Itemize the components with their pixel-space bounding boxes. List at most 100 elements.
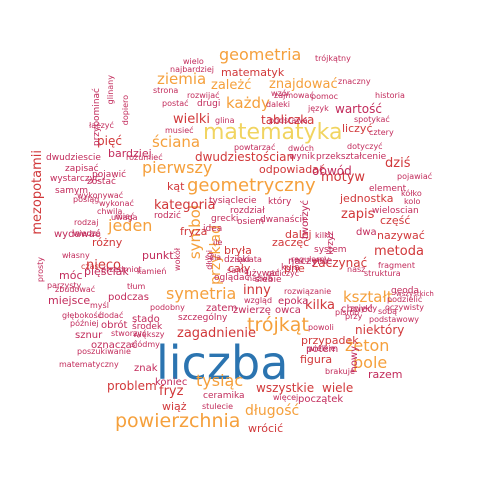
word: dwudziestościan	[195, 150, 295, 164]
word: wielki	[173, 112, 210, 127]
word: powtarzać	[234, 143, 276, 152]
word: matematyka	[203, 120, 343, 145]
word: daleki	[266, 100, 290, 109]
word: dopiero	[121, 95, 130, 126]
word: własny	[62, 251, 90, 260]
word: nasz	[347, 265, 366, 274]
word: matematyczny	[59, 360, 119, 369]
word: wrócić	[248, 422, 284, 435]
word: bardziej	[108, 147, 152, 160]
word: podzielić	[387, 295, 423, 304]
word: zajmować	[274, 91, 314, 100]
word: pośląg	[73, 195, 100, 204]
word: pne	[284, 262, 305, 275]
word: pierwszy	[142, 158, 213, 177]
word: rozdział	[230, 206, 265, 216]
word: głębokość	[62, 311, 103, 320]
word: cztery	[369, 128, 394, 137]
word: potem	[306, 344, 339, 355]
word: zwierzę	[233, 305, 271, 316]
word: oznaczać	[91, 340, 138, 351]
word: spotykać	[354, 115, 390, 124]
word: poszukiwanie	[77, 347, 131, 356]
word: geometria	[219, 45, 302, 64]
word: znajdować	[269, 77, 338, 92]
word: żeton	[345, 336, 390, 355]
word: siebie	[255, 275, 282, 285]
word: chcieć	[341, 304, 373, 315]
word: kamień	[137, 267, 167, 276]
word: tysiąclecie	[209, 196, 257, 206]
word: zapis	[341, 207, 375, 222]
word: samym	[55, 186, 89, 196]
word: epoka	[278, 296, 309, 307]
word: pojawiać	[397, 172, 433, 181]
word: sznur	[75, 330, 103, 341]
word: zatem	[206, 303, 238, 314]
word: motyw	[321, 170, 366, 185]
word: świata	[236, 255, 262, 264]
word: długi	[205, 250, 214, 270]
word: strona	[153, 86, 179, 95]
word: symetria	[166, 284, 237, 303]
word: prosty	[36, 257, 45, 283]
word: łączyć	[89, 121, 114, 130]
word: owca	[275, 305, 301, 316]
word: rozwijać	[187, 91, 220, 100]
word: mezopotamii	[30, 150, 45, 235]
word: stado	[132, 314, 160, 325]
word: sama	[227, 266, 249, 275]
word: siódmy	[131, 340, 160, 349]
word: geometryczny	[187, 175, 316, 196]
word: obwód	[312, 164, 352, 178]
word: wydawać	[54, 229, 101, 240]
word: kategoria	[154, 198, 216, 213]
word: kąt	[167, 180, 185, 193]
word: ściana	[152, 133, 201, 151]
word: ile	[213, 238, 223, 247]
word: który	[268, 197, 292, 207]
word: wszystkich	[396, 290, 434, 298]
word: wielo	[183, 57, 204, 66]
word: chwila	[97, 207, 123, 216]
word: uwaga	[111, 213, 138, 222]
word: początek	[298, 394, 344, 405]
word: większy	[133, 330, 165, 339]
word: drugi	[197, 99, 221, 109]
word: stworzyć	[111, 329, 147, 338]
word: obrót	[101, 320, 128, 331]
word: element	[369, 184, 407, 194]
word: dwanaście	[260, 215, 308, 225]
word: czas	[81, 262, 99, 271]
word: szczególny	[178, 313, 228, 323]
word: podstawowy	[369, 315, 419, 324]
word: powoli	[308, 323, 334, 332]
word: kółko	[401, 189, 422, 198]
word: pismo	[335, 308, 360, 317]
word: problem	[107, 379, 157, 393]
word: dwa	[356, 227, 377, 238]
word: zagadnienie	[177, 326, 256, 341]
word: pięć	[97, 134, 122, 148]
word: dotyczyć	[347, 142, 383, 151]
word: postać	[162, 99, 189, 108]
word: wynik	[289, 152, 316, 162]
word: oczywisty	[385, 303, 425, 312]
word: rodzaj	[74, 218, 99, 227]
word: podobny	[150, 303, 185, 312]
word: przedmiot	[101, 265, 142, 274]
word: zapisać	[65, 164, 99, 174]
word: regularny	[291, 255, 330, 264]
word: powierzchnia	[115, 410, 241, 432]
word: każdy	[226, 94, 270, 112]
word: rozwiązanie	[284, 287, 332, 296]
word: cały	[228, 262, 251, 275]
word: trójkąt	[247, 314, 309, 336]
word: brakuje	[325, 367, 355, 376]
word: kształt	[343, 288, 393, 306]
word: część	[380, 214, 411, 227]
word: idea	[203, 224, 223, 234]
word: myśl	[90, 301, 109, 310]
word: zwykły	[350, 304, 378, 313]
